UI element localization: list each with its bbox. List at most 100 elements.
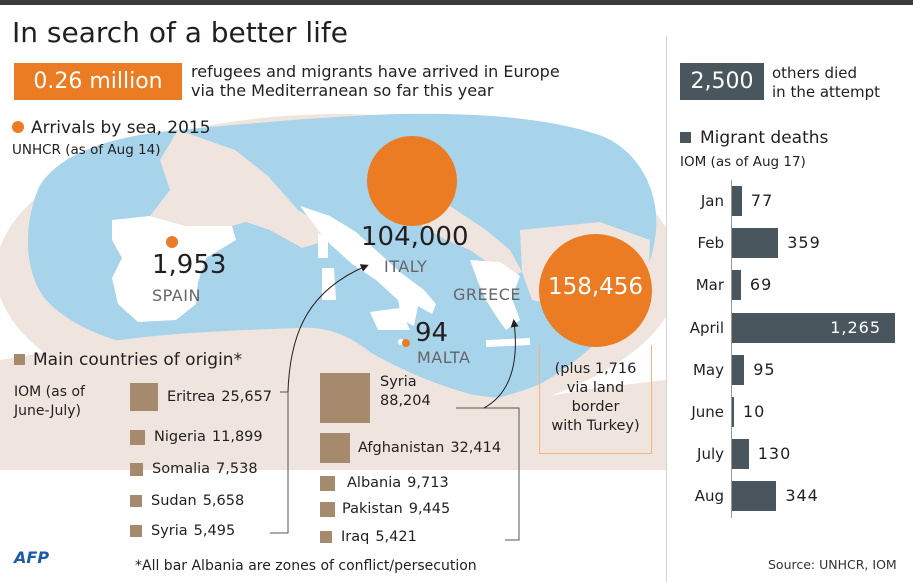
origin-square — [130, 462, 143, 476]
origin-country: Syria — [380, 374, 417, 390]
tick-label: July — [697, 445, 724, 464]
bar — [732, 481, 777, 512]
greece-label: GREECE — [453, 285, 522, 304]
data-label: 130 — [757, 444, 792, 464]
column-divider — [666, 36, 667, 582]
iberia-land — [112, 216, 236, 322]
sicily-land — [370, 308, 410, 330]
bar — [732, 270, 741, 301]
origins-heading: Main countries of origin* — [14, 350, 242, 370]
page-title: In search of a better life — [12, 16, 348, 49]
origin-count: 7,538 — [216, 461, 258, 477]
deaths-chart-heading: Migrant deaths IOM (as of Aug 17) — [680, 128, 828, 170]
deaths-total-badge: 2,500 — [680, 63, 764, 100]
greece-land — [470, 260, 520, 330]
greece-note: (plus 1,716 via land border with Turkey) — [539, 360, 652, 436]
origin-count: 88,204 — [380, 393, 431, 409]
greece-route-arrow — [483, 319, 519, 409]
bar — [732, 439, 749, 470]
route-arrows — [270, 264, 520, 541]
origin-item: Nigeria 11,899 — [130, 429, 263, 445]
chart-title: Migrant deaths — [700, 128, 829, 148]
arrivals-total-badge: 0.26 million — [14, 63, 182, 100]
malta-arrivals-dot — [402, 339, 410, 347]
origin-count: 11,899 — [211, 429, 263, 445]
origin-label: Syria 88,204 — [380, 373, 431, 411]
data-label: 1,265 — [830, 317, 881, 337]
tick-label: Jan — [700, 192, 724, 210]
origin-count: 32,414 — [450, 440, 502, 456]
arrivals-text-line1: refugees and migrants have arrived in Eu… — [191, 62, 560, 81]
dark-square-icon — [680, 132, 691, 143]
origin-count: 9,713 — [407, 475, 449, 491]
deaths-text-line2: in the attempt — [772, 83, 881, 101]
bar-row-july: July 130 — [676, 437, 913, 471]
origin-count: 9,445 — [408, 501, 451, 517]
chart-axis-line — [731, 180, 732, 518]
arrivals-total-text: refugees and migrants have arrived in Eu… — [191, 62, 571, 100]
bar-row-jan: Jan 77 — [676, 184, 913, 218]
bar-row-mar: Mar 69 — [676, 268, 913, 302]
arrivals-text-line2: via the Mediterranean so far this year — [191, 81, 494, 100]
afp-logo: AFP — [14, 548, 50, 567]
tick-label: Feb — [697, 234, 724, 253]
bar — [732, 186, 742, 216]
deaths-text-line1: others died — [772, 64, 857, 82]
data-label: 95 — [753, 359, 776, 379]
source-credit: Source: UNHCR, IOM — [768, 557, 897, 572]
tick-label: Aug — [694, 487, 724, 506]
brown-square-icon — [14, 354, 25, 365]
origin-count: 25,657 — [221, 389, 273, 405]
origin-item: Iraq 5,421 — [320, 529, 417, 545]
orange-dot-icon — [12, 121, 24, 133]
greece-note-line2: via land — [566, 380, 625, 396]
origin-country: Iraq — [341, 529, 370, 545]
italy-route-arrow — [287, 264, 369, 393]
top-rule — [0, 0, 913, 5]
bar-row-feb: Feb 359 — [676, 226, 913, 260]
data-label: 77 — [750, 191, 774, 210]
data-label: 359 — [787, 233, 821, 253]
deaths-chart-title: Migrant deaths — [680, 128, 828, 148]
origin-square — [320, 531, 332, 543]
origin-country: Albania — [347, 475, 402, 491]
origin-item: Eritrea 25,657 — [130, 383, 272, 411]
origin-count: 5,421 — [375, 529, 417, 545]
deaths-total-text: others died in the attempt — [772, 64, 912, 102]
origin-country: Syria — [151, 523, 188, 539]
origins-heading-text: Main countries of origin* — [33, 350, 243, 370]
origin-square — [130, 383, 158, 411]
data-label: 69 — [749, 275, 773, 295]
origin-item: Albania 9,713 — [320, 475, 449, 491]
greece-note-line1: (plus 1,716 — [554, 361, 637, 377]
tick-label: May — [692, 360, 724, 379]
balkans-land — [410, 206, 522, 280]
greece-value: 158,456 — [547, 274, 644, 300]
origin-country: Afghanistan — [358, 440, 445, 456]
spain-arrivals-dot — [166, 236, 178, 248]
tick-label: April — [689, 318, 724, 337]
greece-note-line3: border — [571, 399, 620, 415]
origin-item: Afghanistan 32,414 — [320, 433, 501, 463]
origin-item: Syria 5,495 — [130, 523, 235, 539]
origin-country: Eritrea — [167, 389, 216, 405]
arrivals-legend: Arrivals by sea, 2015 UNHCR (as of Aug 1… — [12, 118, 211, 158]
bar-row-aug: Aug 344 — [676, 479, 913, 513]
footnote: *All bar Albania are zones of conflict/p… — [135, 558, 477, 574]
origin-item: Somalia 7,538 — [130, 461, 258, 477]
bar-row-june: June 10 — [676, 395, 913, 429]
origins-legend: Main countries of origin* — [14, 350, 242, 370]
origin-square — [320, 433, 350, 463]
bar-row-april: April 1,265 — [676, 311, 913, 345]
origin-count: 5,658 — [202, 493, 245, 509]
origin-item: Sudan 5,658 — [130, 493, 244, 509]
arrivals-heading-text: Arrivals by sea, 2015 — [31, 118, 211, 138]
italy-label: ITALY — [384, 257, 428, 276]
origin-country: Pakistan — [342, 501, 403, 517]
arrivals-heading: Arrivals by sea, 2015 — [12, 118, 211, 138]
malta-value: 94 — [415, 318, 449, 348]
italy-route-bracket — [270, 391, 289, 534]
corsica-land — [318, 234, 328, 258]
italy-arrivals-bubble — [367, 136, 457, 226]
crete-land — [486, 338, 530, 347]
